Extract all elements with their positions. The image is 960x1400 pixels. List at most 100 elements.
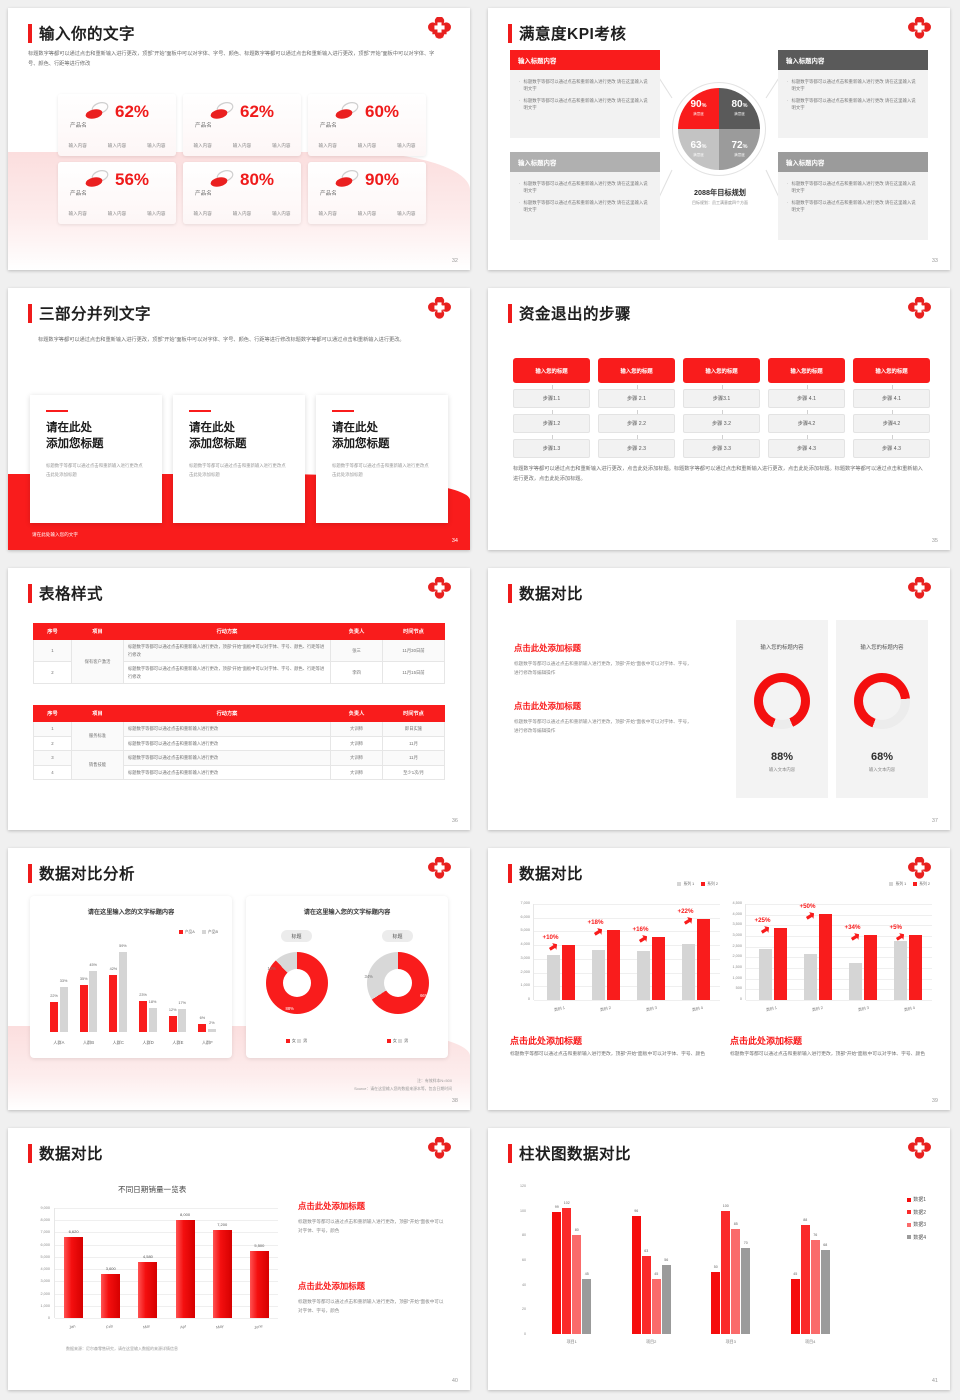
slide-35[interactable]: 资金退出的步骤 输入您的标题 步骤1.1 步骤1.2 步骤1.3 输入您的标题 … [488,288,950,550]
kpi-box-body: · 标题数字等都可以通过点击和重新输入进行更改 请在这里输入说明文字 · 标题数字等… [778,172,928,240]
cell-no: 1 [33,721,72,737]
slide-cell-32: 输入你的文字 标题数字等都可以通过点击和重新输入进行更改，顶部“开始”面板中可以… [0,0,480,280]
clover-cross-logo [428,297,451,319]
step-item[interactable]: 步骤 4.1 [768,385,845,408]
step-item[interactable]: 步骤1.2 [513,410,590,433]
slide-37[interactable]: 数据对比 点击此处添加标题 标题数字等都可以通过点击和重新输入进行更改，顶部“开… [488,568,950,830]
pie-badge: 标题 [281,930,312,942]
quadrant-caption: 满意度 [734,112,745,116]
step-item[interactable]: 步骤 4.1 [853,385,930,408]
bar-plot-area: 22% 33% 35% 45% 42% 59% 23% 18% 12% 17% 6% 2% [44,936,222,1032]
step-item[interactable]: 步骤1.1 [513,385,590,408]
note-paragraph: 标题数字等都可以通过点击和重新输入进行更改，点击此处添加标题。标题数字等都可以通… [513,466,923,483]
pie-legends: 女 男 女 男 [246,1038,448,1044]
bar-chart-left[interactable]: 系列 1 系列 2 7,000 6,000 5,000 4,000 3,000 2,000 1,… [506,882,724,1024]
growth-arrow-icon [804,910,816,922]
stat-card[interactable]: 62% 产品名 输入内容 输入内容 输入内容 [58,94,176,156]
slide-39[interactable]: 数据对比 系列 1 系列 2 7,000 6,000 5,000 4,000 3,000 2,… [488,848,950,1110]
title-accent-bar [28,23,32,43]
stat-card[interactable]: 56% 产品名 输入内容 输入内容 输入内容 [58,162,176,224]
block-heading: 点击此处添加标题 [298,1201,365,1211]
card-heading: 请在此处 添加您标题 [46,422,104,450]
table-row: 2 标题数字等都可以通过点击和重新输入进行更改 大训师 11月 [33,735,445,752]
kpi-bullet: · 标题数字等都可以通过点击和重新输入进行更改 请在这里输入说明文字 [519,181,648,194]
sales-bar-chart[interactable]: 9,000 8,000 7,000 6,000 5,000 4,000 3,000 2,000… [28,1206,278,1338]
slide-36[interactable]: 表格样式 序号 项目 行动方案 负责人 时间节点 1 保有客户激活 标题数字等都… [8,568,470,830]
kpi-box-header: 输入标题内容 [510,152,660,172]
kpi-box-top-right[interactable]: 输入标题内容 · 标题数字等都可以通过点击和重新输入进行更改 请在这里输入说明文字… [778,50,928,138]
step-item[interactable]: 步骤4.2 [853,410,930,433]
stat-card[interactable]: 60% 产品名 输入内容 输入内容 输入内容 [308,94,426,156]
stat-card[interactable]: 90% 产品名 输入内容 输入内容 输入内容 [308,162,426,224]
page-title: 满意度KPI考核 [519,26,627,43]
slide-32[interactable]: 输入你的文字 标题数字等都可以通过点击和重新输入进行更改，顶部“开始”面板中可以… [8,8,470,270]
step-item[interactable]: 步骤 2.1 [598,385,675,408]
kpi-box-top-left[interactable]: 输入标题内容 · 标题数字等都可以通过点击和重新输入进行更改 请在这里输入说明文字… [510,50,660,138]
step-item[interactable]: 步骤1.3 [513,435,590,458]
step-column-header[interactable]: 输入您的标题 [853,358,930,383]
footnote-line: Source：请在这里输入您的数据来源本等，包含日期时间 [354,1085,452,1091]
step-column-header[interactable]: 输入您的标题 [683,358,760,383]
action-table-2[interactable]: 序号 项目 行动方案 负责人 时间节点 1 服务标准 标题数字等都可以通过点击和… [33,705,445,781]
gridline [55,1318,278,1319]
step-item[interactable]: 步骤 2.3 [598,435,675,458]
step-column-header[interactable]: 输入您的标题 [513,358,590,383]
slide-header: 数据对比分析 [28,862,135,884]
stat-sub: 输入内容 [68,143,87,148]
growth-annotation: +16% [632,925,649,933]
bar-chart-right[interactable]: 系列 1 系列 2 4,500 4,000 3,500 3,000 2,500 2,000 1,… [718,882,936,1024]
slide-cell-37: 数据对比 点击此处添加标题 标题数字等都可以通过点击和重新输入进行更改，顶部“开… [480,560,960,840]
action-table-1[interactable]: 序号 项目 行动方案 负责人 时间节点 1 保有客户激活 标题数字等都可以通过点… [33,623,445,685]
text-card[interactable]: 请在此处 添加您标题 标题数字等都可以通过点击和重新输入进行更改点击此处添加标题 [173,395,305,523]
cell-plan: 标题数字等都可以通过点击和重新输入进行更改 [123,735,331,752]
text-card[interactable]: 请在此处 添加您标题 标题数字等都可以通过点击和重新输入进行更改点击此处添加标题 [316,395,448,523]
step-item[interactable]: 步骤 3.2 [683,410,760,433]
growth-arrow-icon [637,933,649,945]
step-item[interactable]: 步骤 3.3 [683,435,760,458]
donut-panel[interactable]: 输入您的标题内容 68% 输入文本内容 [836,620,928,798]
stat-percent: 90% [364,169,400,189]
donut-panel[interactable]: 输入您的标题内容 88% 输入文本内容 [736,620,828,798]
block-heading: 点击此处添加标题 [510,1036,583,1046]
pills-icon [210,101,234,121]
pie-chart-card[interactable]: 请在这里输入您的文字标题内容 标题 标题 12% 88% 34% 66% [246,896,448,1058]
stat-card[interactable]: 80% 产品名 输入内容 输入内容 输入内容 [183,162,301,224]
quadrant-value: 80% [731,99,748,110]
donut-quadrant: 90% 满意度 [678,88,719,129]
step-item[interactable]: 步骤4.2 [768,410,845,433]
bar: 4,580 [138,1254,158,1318]
step-item[interactable]: 步骤 4.3 [853,435,930,458]
th-owner: 负责人 [330,623,383,640]
bar-chart-card[interactable]: 请在这里输入您的文字标题内容 产品A 产品B 22% 33% 35% 45% 42% 59… [30,896,232,1058]
legend-item: 数据2 [907,1207,926,1220]
page-number: 37 [931,818,938,824]
chart-legend: 系列 1 系列 2 [677,882,718,887]
step-item[interactable]: 步骤3.1 [683,385,760,408]
stat-product-name: 产品名 [70,123,87,129]
step-column-header[interactable]: 输入您的标题 [598,358,675,383]
step-column-header[interactable]: 输入您的标题 [768,358,845,383]
clover-cross-logo [908,577,931,599]
gridline [746,989,932,991]
slide-41[interactable]: 柱状图数据对比 120 100 80 60 40 20 0 99 102 80 45 96 63 45 56… [488,1128,950,1390]
kpi-box-bottom-left[interactable]: 输入标题内容 · 标题数字等都可以通过点击和重新输入进行更改 请在这里输入说明文字… [510,152,660,240]
y-tick-label: 5,000 [520,928,530,933]
grouped-bar-chart[interactable]: 120 100 80 60 40 20 0 99 102 80 45 96 63 45 56 50 100 85 7… [510,1184,850,1366]
step-columns: 输入您的标题 步骤1.1 步骤1.2 步骤1.3 输入您的标题 步骤 2.1 步… [513,358,930,458]
growth-arrow-icon [592,927,604,939]
cell-owner: 大训师 [330,750,383,766]
step-item[interactable]: 步骤 2.2 [598,410,675,433]
kpi-box-bottom-right[interactable]: 输入标题内容 · 标题数字等都可以通过点击和重新输入进行更改 请在这里输入说明文字… [778,152,928,240]
step-item[interactable]: 步骤 4.3 [768,435,845,458]
bar-group: 35% 45% [79,963,98,1032]
slide-33[interactable]: 满意度KPI考核 90% 满意度 80% 满意度 63% 满意度 [488,8,950,270]
slide-40[interactable]: 数据对比 不同日期销量一览表 9,000 8,000 7,000 6,000 5,000… [8,1128,470,1390]
gridline [55,1281,278,1283]
stat-card[interactable]: 62% 产品名 输入内容 输入内容 输入内容 [183,94,301,156]
stat-percent: 56% [114,169,150,189]
slide-38[interactable]: 数据对比分析 请在这里输入您的文字标题内容 产品A 产品B 22% 33% 35% 4… [8,848,470,1110]
gridline [746,1000,932,1001]
text-card[interactable]: 请在此处 添加您标题 标题数字等都可以通过点击和重新输入进行更改点击此处添加标题 [30,395,162,523]
slide-34[interactable]: 三部分并列文字 标题数字等都可以通过点击和重新输入进行更改，顶部“开始”面板中可… [8,288,470,550]
stat-sub: 输入内容 [397,211,416,216]
